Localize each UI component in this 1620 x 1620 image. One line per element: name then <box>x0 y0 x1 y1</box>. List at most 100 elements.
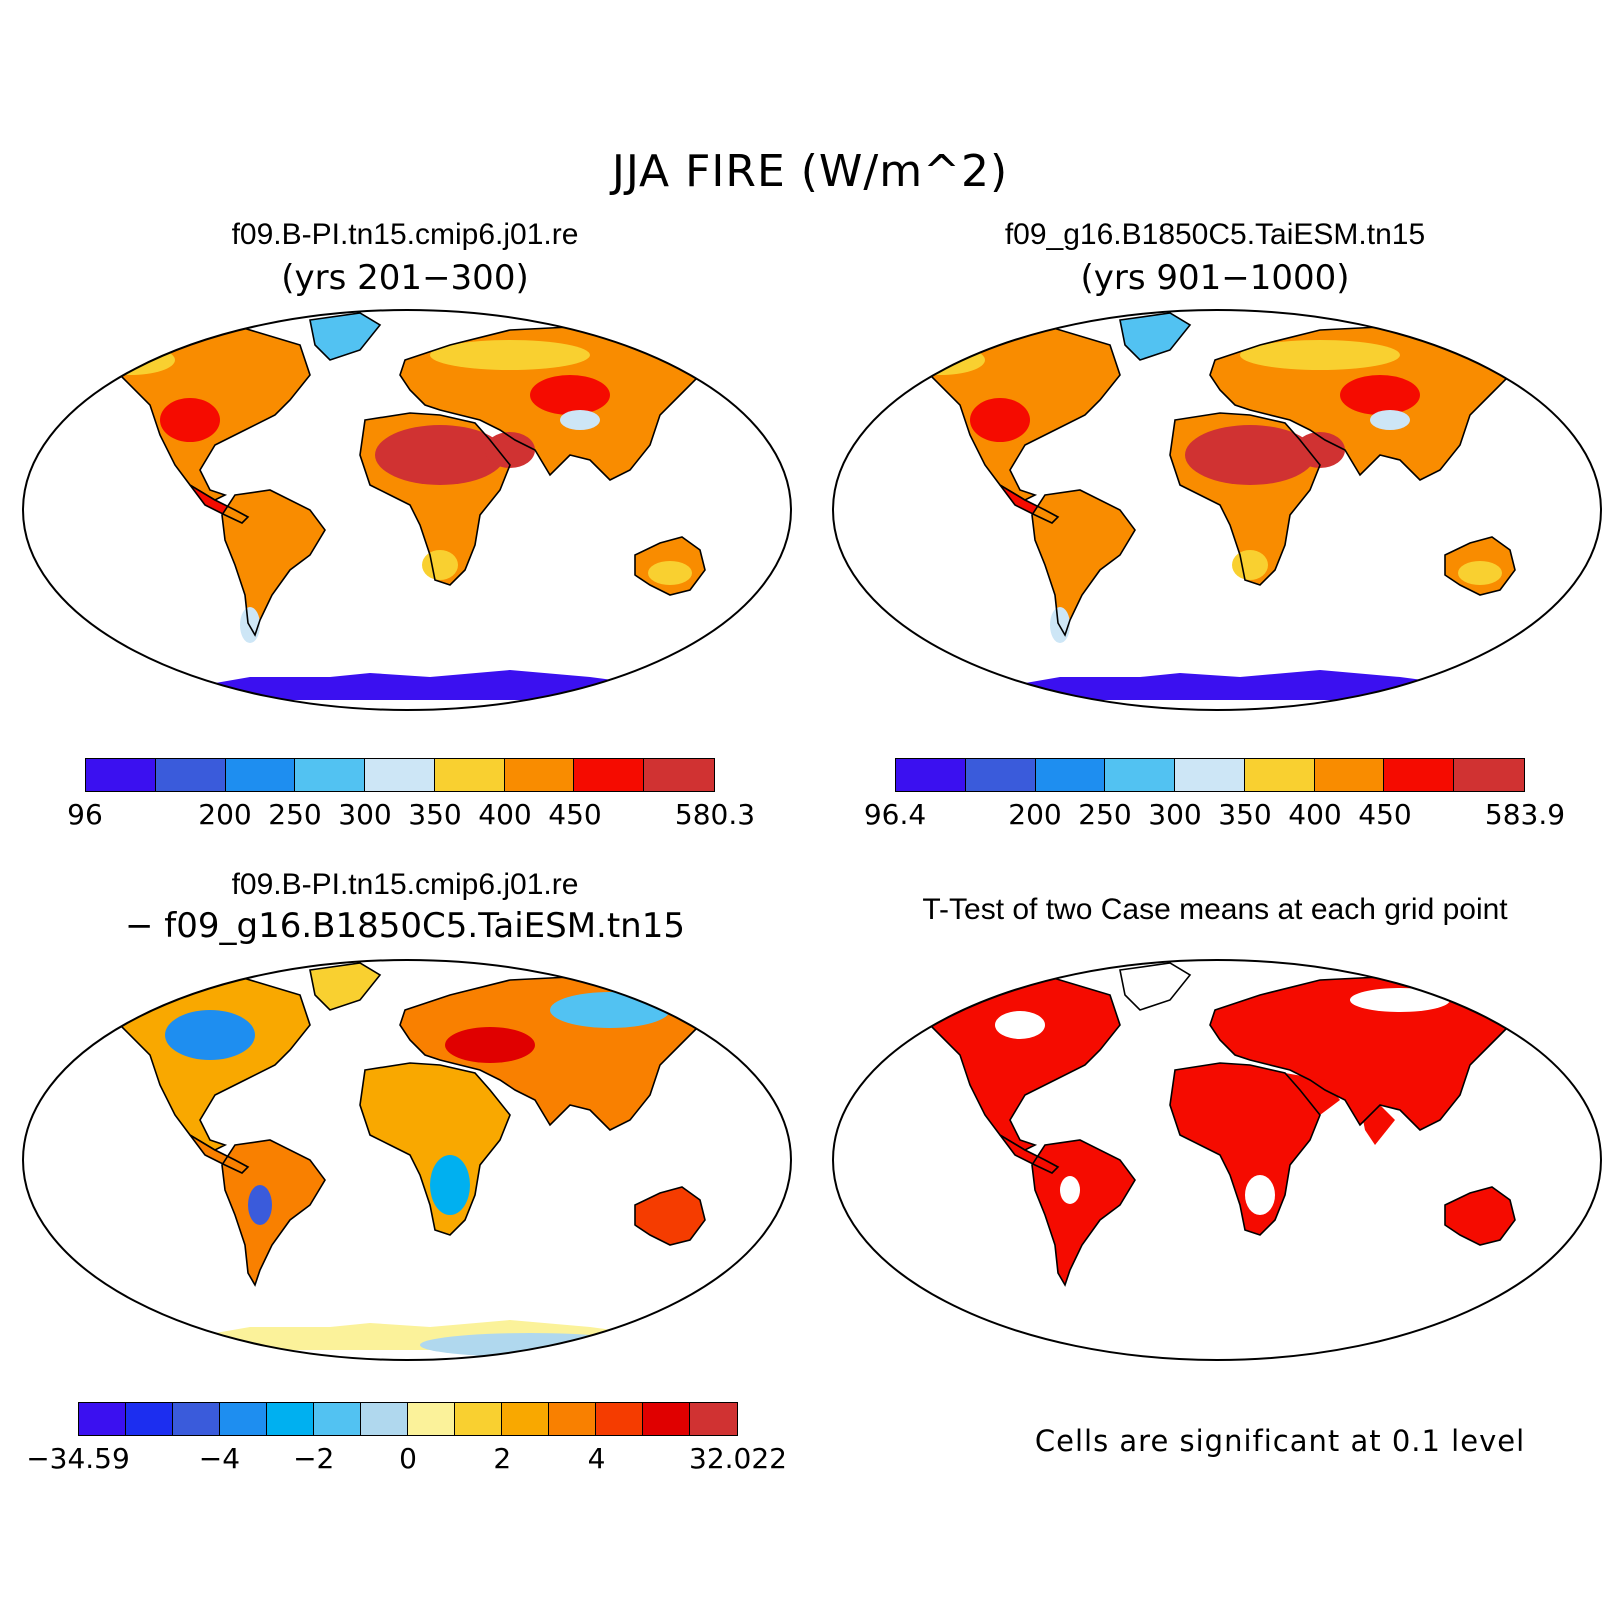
coastline-southAmerica <box>221 489 326 637</box>
canada-insignificant <box>995 1011 1045 1039</box>
brazil-insignificant <box>1060 1176 1080 1204</box>
map-border <box>22 959 792 1361</box>
south-america <box>1032 490 1135 635</box>
greenland <box>1120 313 1190 360</box>
eurasia <box>1210 977 1510 1130</box>
map-panel-2 <box>832 309 1602 711</box>
colorbar-box <box>502 1403 549 1435</box>
colorbar-box <box>225 759 296 791</box>
australia-mild <box>648 561 692 585</box>
coastline-australia <box>634 536 706 596</box>
south-africa-mild <box>1232 550 1268 580</box>
colorbar-box <box>155 759 226 791</box>
colorbar-tick-label: 200 <box>198 798 252 831</box>
colorbar-box <box>965 759 1036 791</box>
colorbar-box <box>361 1403 408 1435</box>
colorbar-tick-label: −4 <box>198 1442 241 1475</box>
coastline-southAmerica <box>1031 1139 1136 1287</box>
coastline-southAmerica <box>1031 489 1136 637</box>
greenland <box>310 963 380 1010</box>
colorbar-box <box>1035 759 1106 791</box>
colorbar-box <box>504 759 575 791</box>
colorbar-tick-label: 300 <box>338 798 392 831</box>
significance-note: Cells are significant at 0.1 level <box>1034 1424 1526 1458</box>
colorbar-box <box>690 1403 737 1435</box>
colorbar-box <box>126 1403 173 1435</box>
colorbar-box <box>1314 759 1385 791</box>
coastline-australia <box>634 1186 706 1246</box>
siberia-mild <box>1240 340 1400 370</box>
colorbar-box <box>220 1403 267 1435</box>
siberia-mild <box>430 340 590 370</box>
panel1-subtitle: (yrs 201−300) <box>281 258 529 298</box>
colorbar-tick-label: 2 <box>493 1442 512 1475</box>
colorbar-tick-label: 250 <box>1078 798 1132 831</box>
south-america <box>222 1140 325 1285</box>
sahara-hot <box>375 425 505 485</box>
panel1-title: f09.B-PI.tn15.cmip6.j01.re <box>231 218 579 251</box>
coastline-greenland <box>309 962 382 1011</box>
us-warm <box>970 398 1030 442</box>
colorbar-tick-label: 96 <box>67 798 103 831</box>
coastline-greenland <box>1119 312 1192 361</box>
colorbar-box <box>267 1403 314 1435</box>
colorbar-tick-label: 450 <box>548 798 602 831</box>
map-panel-4 <box>832 959 1602 1361</box>
north-america <box>80 977 310 1150</box>
colorbar-box <box>896 759 966 791</box>
coastline-africa <box>359 1062 511 1236</box>
colorbar-box <box>408 1403 455 1435</box>
colorbar-box <box>86 759 156 791</box>
greenland <box>310 313 380 360</box>
colorbar-box <box>1454 759 1525 791</box>
colorbar-tick-label: 400 <box>478 798 532 831</box>
antarctica <box>985 670 1480 700</box>
colorbar-box <box>1384 759 1455 791</box>
colorbar-tick-label: 583.9 <box>1484 798 1566 831</box>
colorbar-tick-label: 4 <box>587 1442 606 1475</box>
coastline-northAmerica <box>78 976 311 1151</box>
colorbar-tick-label: 200 <box>1008 798 1062 831</box>
panel3-title: f09.B-PI.tn15.cmip6.j01.re <box>231 868 579 901</box>
colorbar-tick-label: 450 <box>1358 798 1412 831</box>
colorbar-box <box>434 759 505 791</box>
map-border <box>832 309 1602 711</box>
coastline-greenland <box>309 312 382 361</box>
colorbar-tick-label: 96.4 <box>863 798 927 831</box>
coastline-northAmerica <box>888 976 1121 1151</box>
colorbar-tick-label: 300 <box>1148 798 1202 831</box>
siberia-insignificant <box>1350 988 1450 1012</box>
arabia-hot <box>1295 432 1345 468</box>
siberia-negative <box>550 992 670 1028</box>
sahara-hot <box>1185 425 1315 485</box>
colorbar-tick-label: 0 <box>399 1442 417 1475</box>
coastline-australia <box>1444 536 1516 596</box>
colorbar-box <box>1244 759 1315 791</box>
colorbar-tick-label: 32.022 <box>689 1442 787 1475</box>
europe-positive <box>445 1027 535 1063</box>
colorbar-box <box>314 1403 361 1435</box>
map-border <box>832 959 1602 1361</box>
australia-mild <box>1458 561 1502 585</box>
africa <box>360 1063 510 1235</box>
colorbar-tick-label: −2 <box>293 1442 335 1475</box>
colorbar-tick-label: 250 <box>268 798 322 831</box>
map-border <box>22 309 792 711</box>
africa <box>1170 1063 1320 1235</box>
south-america <box>222 490 325 635</box>
arabia <box>1285 1073 1340 1115</box>
colorbar-box <box>596 1403 643 1435</box>
panel4-title: T-Test of two Case means at each grid po… <box>922 893 1508 926</box>
coastline-centralAmerica <box>999 1134 1060 1174</box>
coastline-africa <box>1169 1062 1321 1236</box>
figure-title: JJA FIRE (W/m^2) <box>611 146 1009 197</box>
colorbar-tick-label: 350 <box>408 798 462 831</box>
india <box>1360 1105 1395 1145</box>
coastline-northAmerica <box>78 326 311 501</box>
colorbar-tick-label: 350 <box>1218 798 1272 831</box>
canada-negative <box>165 1010 255 1060</box>
colorbar-box <box>549 1403 596 1435</box>
antarctica <box>175 670 670 700</box>
colorbar-box <box>643 1403 690 1435</box>
south-america <box>1032 1140 1135 1285</box>
